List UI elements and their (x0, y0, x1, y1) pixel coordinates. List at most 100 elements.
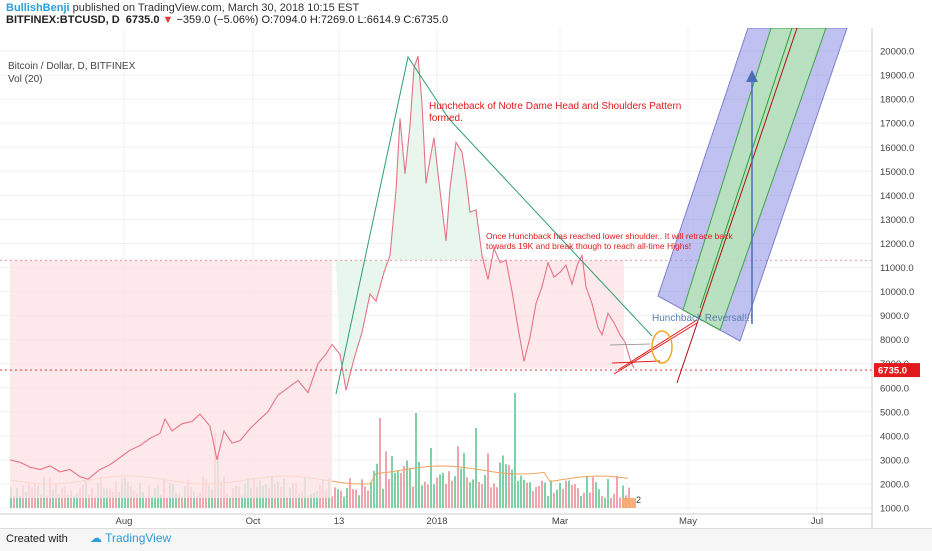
price-change: −359.0 (−5.06%) (176, 14, 259, 26)
chart-area[interactable]: 1000.02000.03000.04000.05000.06000.07000… (0, 27, 932, 528)
down-arrow-icon: ▼ (162, 14, 174, 26)
volume-bar (313, 492, 315, 508)
volume-bar (628, 487, 630, 508)
price-tick-label: 1000.0 (880, 504, 909, 515)
brand-name: TradingView (105, 531, 172, 545)
volume-bar (469, 482, 471, 508)
volume-bar (199, 492, 201, 508)
volume-bar (301, 491, 303, 508)
volume-bar (334, 487, 336, 508)
volume-bar (337, 489, 339, 508)
volume-bar (505, 464, 507, 508)
volume-bar (13, 495, 15, 508)
volume-bar (364, 486, 366, 508)
volume-bar (382, 488, 384, 508)
volume-bar (514, 393, 516, 508)
volume-bar (385, 451, 387, 508)
volume-bar (445, 483, 447, 508)
author-name[interactable]: BullishBenji (6, 2, 70, 14)
volume-bar (349, 478, 351, 508)
volume-bar (517, 480, 519, 508)
close-value: C:6735.0 (403, 14, 449, 26)
time-tick-label: May (679, 516, 697, 527)
volume-bar (523, 479, 525, 508)
volume-bar (19, 496, 21, 508)
volume-bar (526, 482, 528, 508)
publish-info: published on TradingView.com, March 30, … (72, 2, 360, 14)
volume-bar (547, 496, 549, 508)
volume-bar (412, 486, 414, 508)
volume-bar (46, 495, 48, 508)
volume-bar (475, 428, 477, 508)
volume-bar (442, 472, 444, 508)
target-annotation-line1: Once Hunchback has reached lower shoulde… (486, 231, 733, 241)
volume-bar (316, 491, 318, 508)
price-tick-label: 6000.0 (880, 383, 909, 394)
price-tick-label: 3000.0 (880, 455, 909, 466)
volume-bar (502, 455, 504, 508)
volume-bar (370, 481, 372, 508)
legend-volume[interactable]: Vol (20) (8, 74, 43, 85)
volume-bar (562, 488, 564, 508)
pattern-annotation-line1: Huncheback of Notre Dame Head and Should… (429, 101, 681, 112)
volume-bar (610, 497, 612, 508)
symbol-label: BITFINEX:BTCUSD, D (6, 14, 120, 26)
legend-title: Bitcoin / Dollar, D, BITFINEX (8, 61, 136, 72)
volume-bar (25, 491, 27, 508)
volume-bar (355, 489, 357, 508)
channel-green-line (699, 27, 793, 309)
volume-bar (268, 488, 270, 508)
left-shoulder-shade (10, 260, 332, 498)
volume-bar (181, 496, 183, 508)
volume-bar (424, 481, 426, 508)
volume-bar (340, 490, 342, 508)
volume-bar (592, 477, 594, 508)
volume-bar (310, 493, 312, 508)
volume-bar (325, 490, 327, 508)
volume-bar (373, 470, 375, 508)
volume-bar (358, 495, 360, 508)
cloud-icon: ☁ (90, 531, 102, 545)
price-chart[interactable]: 1000.02000.03000.04000.05000.06000.07000… (0, 27, 932, 528)
price-tick-label: 12000.0 (880, 239, 914, 250)
annotation-labels: Huncheback of Notre Dame Head and Should… (429, 101, 753, 505)
volume-bar (376, 463, 378, 508)
channel-inner-band (682, 27, 827, 331)
drawings-layer (335, 27, 848, 508)
event-flag-icon (622, 498, 636, 508)
volume-bar (604, 497, 606, 508)
tradingview-logo[interactable]: ☁ TradingView (90, 531, 171, 545)
open-value: O:7094.0 (261, 14, 307, 26)
volume-bar (496, 487, 498, 508)
volume-bar (532, 490, 534, 508)
volume-bar (379, 418, 381, 508)
last-price: 6735.0 (125, 14, 160, 26)
channel-median-line (676, 27, 798, 384)
time-axis[interactable]: Aug Oct 13 2018 Mar May Jul (0, 513, 872, 527)
volume-bar (388, 479, 390, 508)
price-tick-label: 20000.0 (880, 47, 914, 58)
volume-bar (40, 494, 42, 508)
volume-bar (61, 488, 63, 508)
reversal-ellipse (651, 330, 673, 364)
volume-bar (565, 480, 567, 508)
price-tick-label: 15000.0 (880, 167, 914, 178)
volume-bar (391, 456, 393, 508)
last-price-tag-label: 6735.0 (878, 366, 907, 377)
price-tick-label: 13000.0 (880, 215, 914, 226)
volume-bar (595, 482, 597, 508)
volume-bar (481, 483, 483, 508)
volume-bar (511, 469, 513, 508)
price-axis[interactable]: 1000.02000.03000.04000.05000.06000.07000… (871, 28, 920, 528)
breakout-line-2 (617, 319, 698, 371)
volume-bar (106, 488, 108, 508)
volume-bar (571, 485, 573, 508)
volume-bar (142, 492, 144, 508)
volume-bar (298, 493, 300, 508)
marker-count: 2 (636, 495, 641, 505)
volume-bar (400, 472, 402, 508)
volume-bar (145, 497, 147, 508)
high-value: H:7269.0 (309, 14, 355, 26)
volume-bar (367, 490, 369, 508)
volume-bar (403, 465, 405, 508)
